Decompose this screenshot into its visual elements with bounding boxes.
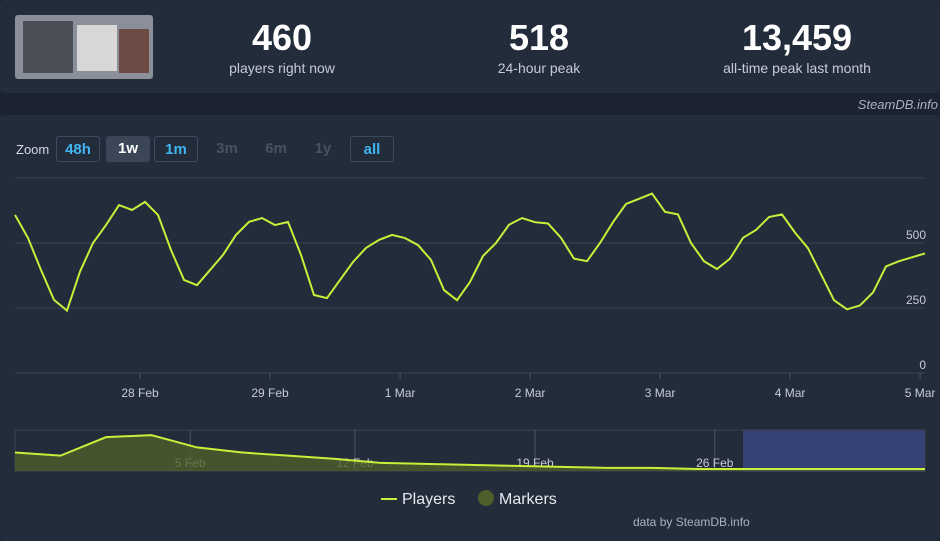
footer: data by SteamDB.info bbox=[633, 515, 750, 529]
stat-value: 518 bbox=[508, 17, 570, 58]
zoom-button[interactable]: all bbox=[350, 136, 394, 162]
zoom-button[interactable]: 1w bbox=[106, 136, 150, 162]
stat-label: all-time peak last month bbox=[723, 60, 871, 76]
stat: 518 24-hour peak bbox=[429, 17, 649, 77]
x-tick-label: 29 Feb bbox=[251, 386, 289, 400]
zoom-button[interactable]: 1m bbox=[154, 136, 198, 162]
stat-value: 460 bbox=[251, 17, 313, 58]
header bbox=[0, 0, 940, 93]
x-tick-label: 4 Mar bbox=[775, 386, 806, 400]
zoom-button[interactable]: 48h bbox=[56, 136, 100, 162]
legend-label[interactable]: Players bbox=[402, 491, 455, 508]
y-tick-label: 250 bbox=[906, 293, 926, 307]
source: SteamDB.info bbox=[857, 97, 938, 112]
x-tick-label: 3 Mar bbox=[645, 386, 676, 400]
x-tick-label: 26 Feb bbox=[696, 456, 734, 470]
x-tick-label: 5 Mar bbox=[905, 386, 936, 400]
zoom-button[interactable]: 1y bbox=[314, 140, 332, 157]
stat: 13,459 all-time peak last month bbox=[687, 17, 907, 77]
x-tick-label: 28 Feb bbox=[121, 386, 159, 400]
zoom-button[interactable]: 3m bbox=[216, 140, 238, 157]
area bbox=[15, 435, 925, 471]
y-tick-label: 500 bbox=[906, 228, 926, 242]
zoom-button[interactable]: 6m bbox=[265, 140, 287, 157]
stat-label: 24-hour peak bbox=[497, 60, 581, 76]
game-image bbox=[15, 15, 153, 79]
line bbox=[14, 434, 925, 470]
x-tick-label: 2 Mar bbox=[515, 386, 546, 400]
y-tick-label: 0 bbox=[919, 358, 926, 372]
stat-value: 13,459 bbox=[741, 17, 853, 58]
x-tick-label: 1 Mar bbox=[385, 386, 416, 400]
zoom-label: Zoom bbox=[16, 142, 50, 157]
stat-label: players right now bbox=[229, 60, 335, 76]
legend-marker bbox=[478, 490, 494, 506]
navigator-selection bbox=[743, 430, 925, 472]
stat: 460 players right now bbox=[172, 17, 392, 77]
line bbox=[14, 192, 926, 313]
legend-label[interactable]: Markers bbox=[499, 491, 557, 508]
